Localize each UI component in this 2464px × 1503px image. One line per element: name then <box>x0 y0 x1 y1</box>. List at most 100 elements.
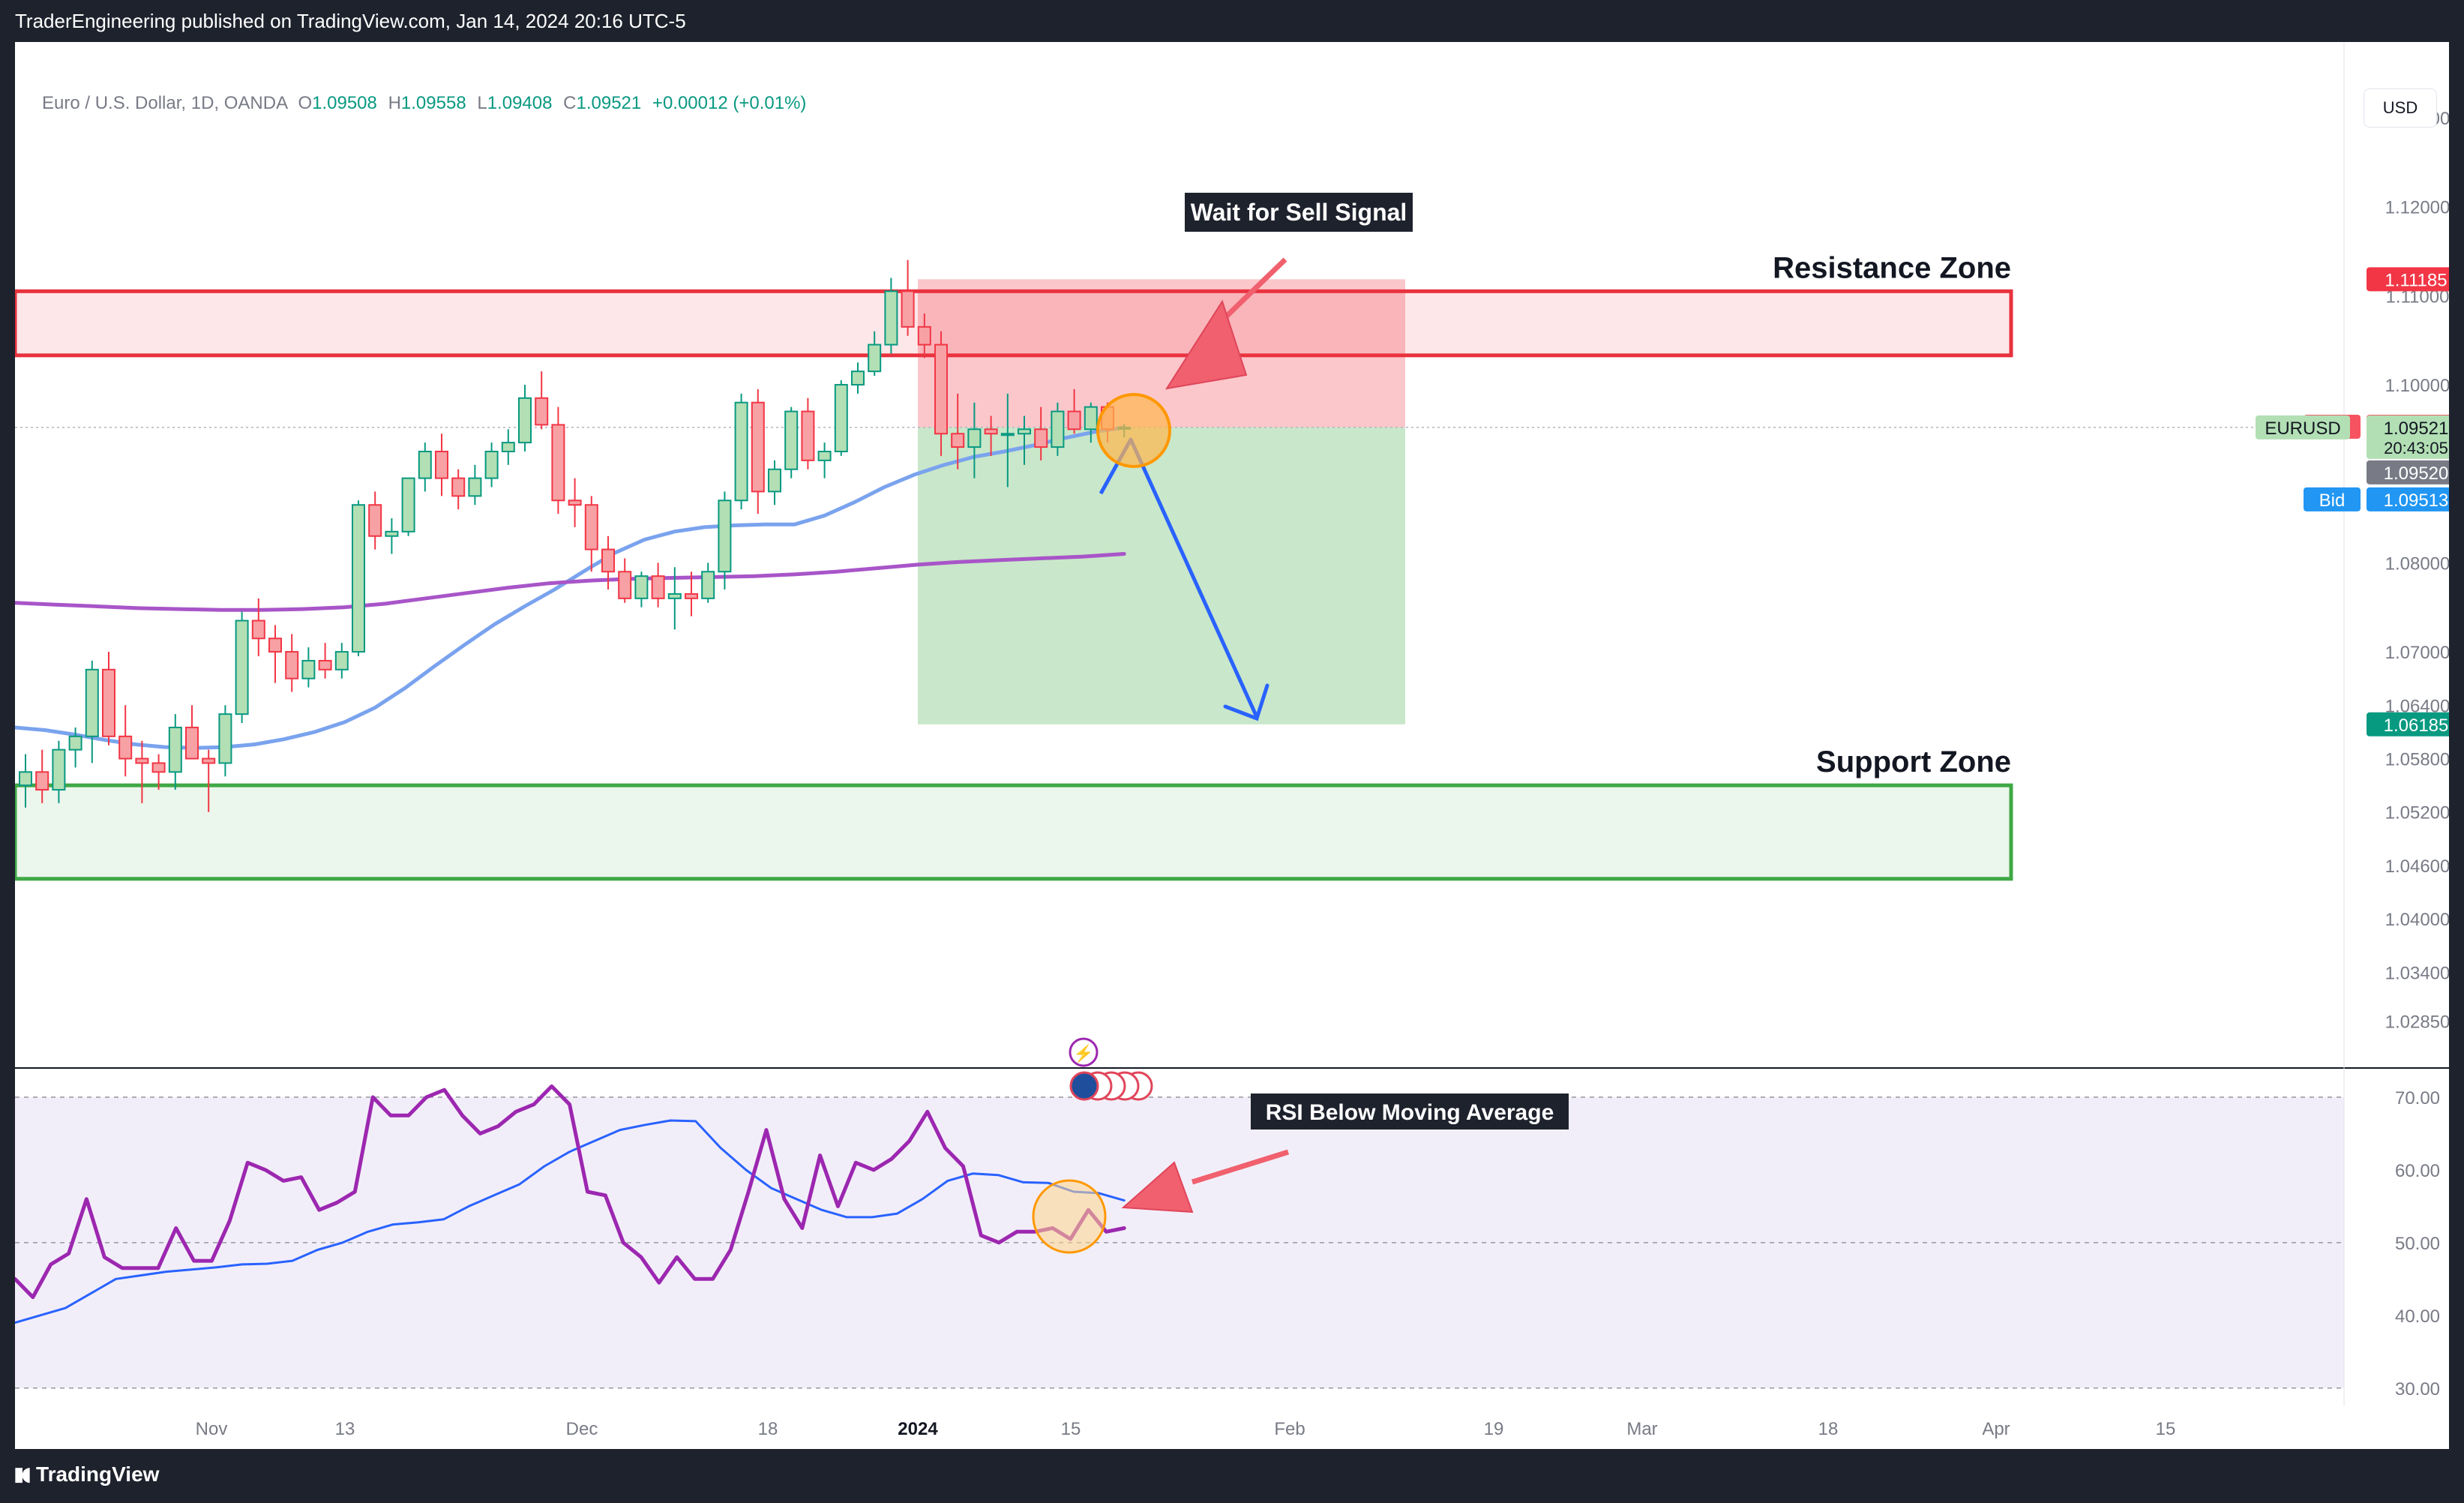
candle[interactable] <box>35 749 49 803</box>
candle[interactable] <box>634 572 649 608</box>
candle[interactable] <box>318 643 332 679</box>
rsi-pane[interactable] <box>15 1084 2344 1389</box>
support-zone[interactable] <box>15 783 2013 881</box>
candle-body <box>518 397 532 444</box>
candle-body <box>1000 433 1015 436</box>
stop-loss-area[interactable] <box>918 279 1405 428</box>
candle[interactable] <box>19 754 32 808</box>
candle[interactable] <box>1000 393 1015 488</box>
economic-event-icon[interactable] <box>1069 1071 1099 1101</box>
candle[interactable] <box>934 331 948 456</box>
candle[interactable] <box>1034 406 1048 460</box>
candle[interactable] <box>135 740 149 803</box>
resistance-zone[interactable] <box>15 289 2013 358</box>
candle[interactable] <box>551 406 565 514</box>
candle[interactable] <box>784 406 799 478</box>
candle[interactable] <box>368 491 382 550</box>
candle[interactable] <box>468 464 482 506</box>
candle[interactable] <box>618 558 632 603</box>
candle[interactable] <box>718 491 732 590</box>
candle[interactable] <box>535 371 549 430</box>
candle[interactable] <box>884 278 898 354</box>
y-tick-label: 1.03400 <box>2385 963 2449 983</box>
candle[interactable] <box>967 402 982 478</box>
candle[interactable] <box>401 477 415 536</box>
candle[interactable] <box>235 611 249 724</box>
candle[interactable] <box>751 388 765 514</box>
symbol-title[interactable]: Euro / U.S. Dollar, 1D, OANDA <box>42 93 287 113</box>
candle[interactable] <box>868 331 882 376</box>
candle[interactable] <box>1084 402 1098 443</box>
candle[interactable] <box>901 260 915 336</box>
sell-signal-circle[interactable] <box>1096 393 1171 468</box>
mid-price-label-pill[interactable] <box>2367 460 2449 484</box>
last-price-pill[interactable] <box>2367 415 2449 459</box>
candle[interactable] <box>118 705 133 777</box>
candle[interactable] <box>202 749 216 812</box>
candle[interactable] <box>102 652 115 746</box>
candle[interactable] <box>185 705 199 760</box>
open-value: 1.09508 <box>312 93 377 113</box>
candle[interactable] <box>817 442 832 478</box>
candle[interactable] <box>734 393 748 510</box>
price-pane[interactable] <box>15 260 2344 881</box>
candle[interactable] <box>168 714 182 790</box>
candle[interactable] <box>334 643 349 679</box>
candle-body <box>951 433 965 448</box>
rsi-signal-circle[interactable] <box>1032 1179 1107 1254</box>
candle[interactable] <box>501 429 515 465</box>
candle-body <box>967 428 982 448</box>
candle[interactable] <box>701 562 715 603</box>
candle[interactable] <box>768 460 781 506</box>
candle[interactable] <box>851 362 865 394</box>
stop-price-label-pill[interactable] <box>2367 267 2449 292</box>
candle[interactable] <box>685 572 698 616</box>
x-tick-label: Apr <box>1982 1419 2010 1439</box>
target-price-label-pill[interactable] <box>2367 712 2449 736</box>
candle[interactable] <box>268 625 282 683</box>
candle[interactable] <box>1018 416 1031 465</box>
chart-canvas[interactable]: 1.130001.120001.110001.100001.080001.070… <box>15 42 2449 1449</box>
candle[interactable] <box>667 567 682 630</box>
candle[interactable] <box>917 314 931 358</box>
candle[interactable] <box>801 398 815 470</box>
candle[interactable] <box>834 380 848 456</box>
candle[interactable] <box>301 647 316 688</box>
candle[interactable] <box>951 393 965 470</box>
ema-slow-line[interactable] <box>15 552 1126 612</box>
candle[interactable] <box>518 384 532 452</box>
candle[interactable] <box>285 634 299 692</box>
price-axis[interactable]: 1.130001.120001.110001.100001.080001.070… <box>15 42 2449 1439</box>
publish-header: TraderEngineering published on TradingVi… <box>0 0 2464 42</box>
candle[interactable] <box>52 740 66 803</box>
candle[interactable] <box>1067 388 1081 434</box>
candle[interactable] <box>151 754 166 790</box>
candle[interactable] <box>484 442 499 488</box>
candle[interactable] <box>584 496 598 572</box>
rsi-ma-line[interactable] <box>15 1119 1126 1324</box>
currency-button[interactable]: USD <box>2364 88 2437 128</box>
candle[interactable] <box>568 478 582 527</box>
candle[interactable] <box>601 536 615 590</box>
candle[interactable] <box>85 660 99 764</box>
candle-body <box>52 748 66 791</box>
candle[interactable] <box>984 416 998 456</box>
candle[interactable] <box>435 434 448 496</box>
rsi-line[interactable] <box>15 1084 1126 1300</box>
candle[interactable] <box>418 442 432 492</box>
candle[interactable] <box>1051 402 1065 456</box>
candle[interactable] <box>251 598 265 656</box>
candle[interactable] <box>352 500 365 656</box>
candle[interactable] <box>451 469 466 510</box>
chart-frame[interactable]: 1.130001.120001.110001.100001.080001.070… <box>15 42 2449 1449</box>
symbol-tag[interactable] <box>2256 415 2350 440</box>
take-profit-area[interactable] <box>918 427 1405 724</box>
bid-price-label-pill[interactable] <box>2367 487 2449 512</box>
candle[interactable] <box>651 562 665 608</box>
candle[interactable] <box>385 518 399 554</box>
lightning-event-icon[interactable] <box>1069 1037 1099 1067</box>
candle[interactable] <box>218 705 232 777</box>
tradingview-logo[interactable]: ▮◖ TradingView <box>13 1462 159 1486</box>
candle[interactable] <box>68 727 82 768</box>
rsi-tick-label: 70.00 <box>2395 1088 2440 1108</box>
